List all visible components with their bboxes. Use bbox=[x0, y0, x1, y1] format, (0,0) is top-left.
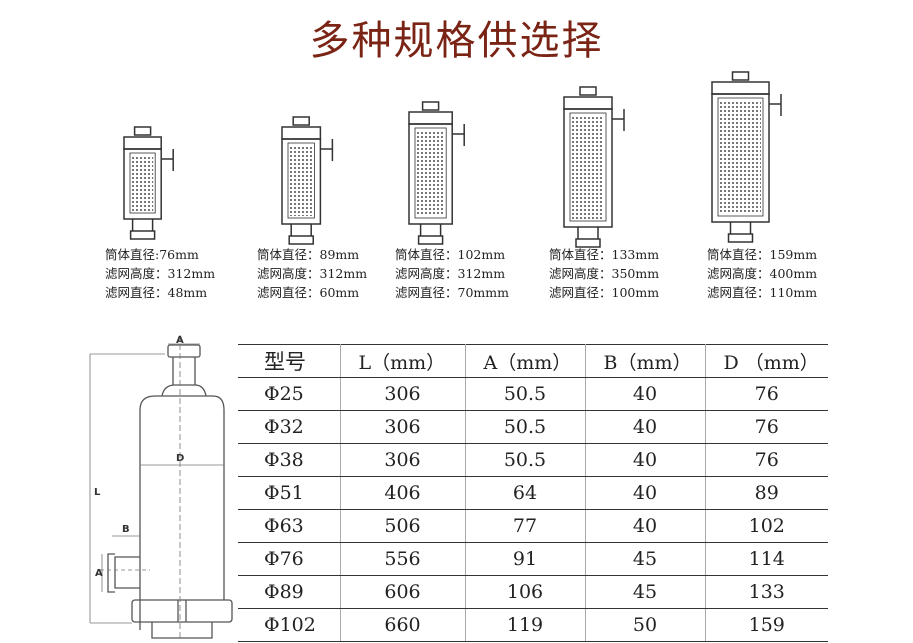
table-cell: Φ63 bbox=[238, 509, 341, 543]
table-cell: 406 bbox=[339, 476, 466, 510]
table-cell: 40 bbox=[584, 410, 706, 444]
spec-line: 筒体直径：133mm bbox=[549, 247, 660, 262]
table-cell: 40 bbox=[584, 377, 706, 411]
model-spec: 筒体直径:76mm 滤网高度：312mm 滤网直径：48mm bbox=[105, 245, 215, 302]
table-row: Φ25 306 50.5 40 76 bbox=[238, 377, 828, 411]
table-cell: 660 bbox=[339, 608, 466, 642]
filter-illustration bbox=[408, 101, 465, 245]
table-row: Φ32 306 50.5 40 76 bbox=[238, 410, 828, 444]
spec-line: 滤网直径：110mm bbox=[707, 285, 818, 300]
table-cell: 76 bbox=[704, 443, 828, 477]
table-cell: 50.5 bbox=[464, 377, 586, 411]
dim-label-l: L bbox=[94, 487, 101, 498]
table-header-row: 型号 L（mm） A（mm） B（mm） D （mm） bbox=[238, 344, 828, 378]
table-cell: Φ102 bbox=[238, 608, 341, 642]
filter-illustration bbox=[711, 71, 782, 243]
table-cell: Φ76 bbox=[238, 542, 341, 576]
column-header: 型号 bbox=[238, 344, 341, 378]
spec-line: 筒体直径：159mm bbox=[707, 247, 818, 262]
table-cell: Φ51 bbox=[238, 476, 341, 510]
filter-illustration bbox=[123, 126, 174, 240]
dim-label-b: B bbox=[122, 524, 130, 535]
table-cell: 50.5 bbox=[464, 410, 586, 444]
model-spec: 筒体直径：89mm 滤网高度：312mm 滤网直径：60mm bbox=[257, 245, 367, 302]
spec-line: 滤网直径：70mmm bbox=[395, 285, 509, 300]
table-cell: 114 bbox=[704, 542, 828, 576]
table-cell: 506 bbox=[339, 509, 466, 543]
table-cell: 606 bbox=[339, 575, 466, 609]
spec-line: 滤网高度：350mm bbox=[549, 266, 660, 281]
table-cell: 45 bbox=[584, 575, 706, 609]
column-header: D （mm） bbox=[704, 344, 828, 378]
spec-line: 滤网直径：48mm bbox=[105, 285, 208, 300]
dim-label-a-top: A bbox=[176, 335, 184, 346]
table-cell: 76 bbox=[704, 377, 828, 411]
page-title: 多种规格供选择 bbox=[309, 18, 604, 64]
table-row: Φ38 306 50.5 40 76 bbox=[238, 443, 828, 477]
table-cell: 89 bbox=[704, 476, 828, 510]
table-cell: 119 bbox=[464, 608, 586, 642]
model-spec: 筒体直径：133mm 滤网高度：350mm 滤网直径：100mm bbox=[549, 245, 659, 302]
spec-line: 筒体直径：102mm bbox=[395, 247, 506, 262]
table-cell: 64 bbox=[464, 476, 586, 510]
table-cell: 76 bbox=[704, 410, 828, 444]
table-cell: 40 bbox=[584, 509, 706, 543]
table-cell: 40 bbox=[584, 476, 706, 510]
dim-label-d: D bbox=[176, 453, 184, 464]
spec-line: 滤网高度：312mm bbox=[105, 266, 216, 281]
table-cell: Φ25 bbox=[238, 377, 341, 411]
table-cell: 50.5 bbox=[464, 443, 586, 477]
table-cell: 102 bbox=[704, 509, 828, 543]
table-cell: 50 bbox=[584, 608, 706, 642]
table-cell: 306 bbox=[339, 377, 466, 411]
table-row: Φ51 406 64 40 89 bbox=[238, 476, 828, 510]
table-row: Φ76 556 91 45 114 bbox=[238, 542, 828, 576]
table-cell: 306 bbox=[339, 410, 466, 444]
spec-line: 滤网直径：100mm bbox=[549, 285, 660, 300]
table-row: Φ63 506 77 40 102 bbox=[238, 509, 828, 543]
model-spec: 筒体直径：102mm 滤网高度：312mm 滤网直径：70mmm bbox=[395, 245, 509, 302]
spec-table: 型号 L（mm） A（mm） B（mm） D （mm） Φ25 306 50.5 40 76 Φ3… bbox=[238, 344, 828, 642]
table-cell: Φ32 bbox=[238, 410, 341, 444]
spec-line: 滤网高度：312mm bbox=[257, 266, 368, 281]
column-header: A（mm） bbox=[464, 344, 586, 378]
spec-line: 滤网直径：60mm bbox=[257, 285, 360, 300]
table-row: Φ89 606 106 45 133 bbox=[238, 575, 828, 609]
filter-illustration bbox=[563, 86, 625, 248]
column-header: L（mm） bbox=[339, 344, 466, 378]
table-cell: Φ38 bbox=[238, 443, 341, 477]
table-row: Φ102 660 119 50 159 bbox=[238, 608, 828, 642]
table-cell: 106 bbox=[464, 575, 586, 609]
dimension-diagram: A D L B A bbox=[89, 335, 233, 640]
table-cell: 40 bbox=[584, 443, 706, 477]
spec-line: 滤网高度：312mm bbox=[395, 266, 506, 281]
table-cell: Φ89 bbox=[238, 575, 341, 609]
table-cell: 77 bbox=[464, 509, 586, 543]
model-spec: 筒体直径：159mm 滤网高度：400mm 滤网直径：110mm bbox=[707, 245, 817, 302]
spec-line: 筒体直径:76mm bbox=[105, 247, 199, 262]
table-cell: 133 bbox=[704, 575, 828, 609]
table-cell: 91 bbox=[464, 542, 586, 576]
filter-illustration bbox=[281, 116, 334, 245]
column-header: B（mm） bbox=[584, 344, 706, 378]
spec-line: 筒体直径：89mm bbox=[257, 247, 360, 262]
dim-label-a-side: A bbox=[95, 568, 103, 579]
table-cell: 306 bbox=[339, 443, 466, 477]
table-cell: 556 bbox=[339, 542, 466, 576]
table-cell: 159 bbox=[704, 608, 828, 642]
table-cell: 45 bbox=[584, 542, 706, 576]
spec-line: 滤网高度：400mm bbox=[707, 266, 818, 281]
